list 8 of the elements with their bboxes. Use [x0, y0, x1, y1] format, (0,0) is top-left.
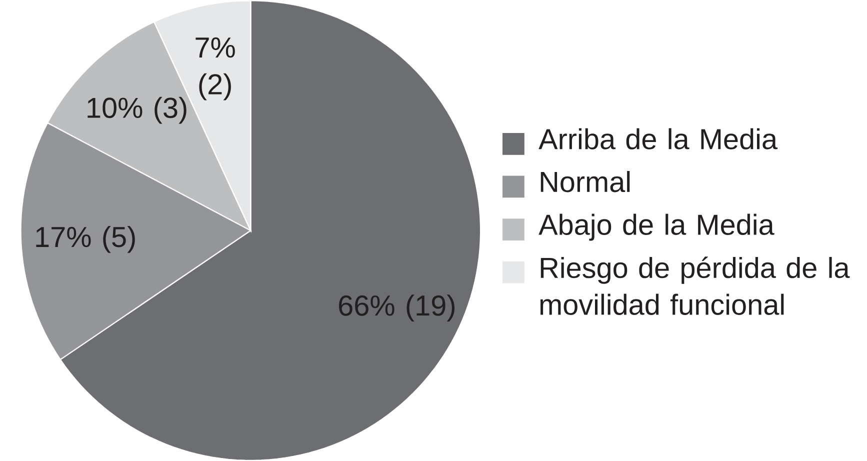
data-label: 7% (2) — [196, 37, 235, 100]
legend-label: Abajo de la Media — [538, 214, 774, 241]
data-label: 10% (3) — [88, 96, 186, 124]
legend-label: Normal — [540, 170, 630, 192]
data-label: 17% (5) — [36, 226, 135, 253]
legend-label: Riesgo de pérdida de la movilidad funcional — [540, 256, 850, 315]
legend-label: Arriba de la Media — [538, 128, 778, 150]
data-label: 66% (19) — [339, 294, 454, 322]
